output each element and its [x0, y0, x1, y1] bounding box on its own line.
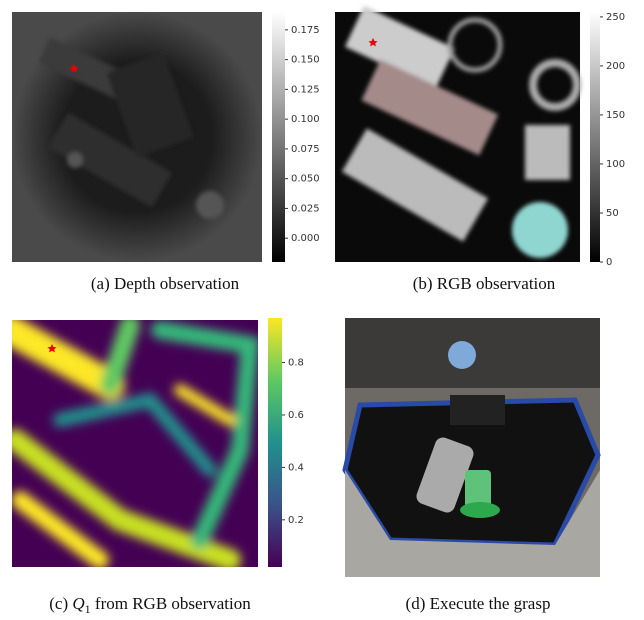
- colorbar-tick-label: 0.100: [291, 114, 320, 125]
- colorbar-tick-label: 0.125: [291, 84, 320, 95]
- caption-label: (a): [91, 274, 110, 293]
- colorbar-tick-label: 0.050: [291, 174, 320, 185]
- caption-label: (b): [413, 274, 433, 293]
- colorbar-tick-label: 100: [606, 159, 625, 170]
- depth-image: [12, 12, 262, 262]
- caption-b: (b) RGB observation: [413, 274, 556, 293]
- grasp-photo: [345, 318, 600, 577]
- colorbar-tick-label: 0.075: [291, 144, 320, 155]
- colorbar-tick-label: 0.4: [288, 462, 304, 473]
- colorbar-tick-label: 50: [606, 208, 619, 219]
- caption-text: from RGB observation: [95, 594, 251, 613]
- colorbar: [272, 12, 285, 262]
- caption-d: (d) Execute the grasp: [406, 594, 551, 613]
- q-map: [10, 320, 258, 567]
- colorbar-tick-label: 0.2: [288, 515, 304, 526]
- colorbar-tick-label: 0.8: [288, 358, 304, 369]
- colorbar-tick-label: 0.6: [288, 410, 304, 421]
- caption-label: (c): [49, 594, 68, 613]
- figure: (a) Depth observation (b) RGB observatio…: [0, 0, 644, 620]
- colorbar-tick-label: 250: [606, 12, 625, 23]
- caption-a: (a) Depth observation: [91, 274, 240, 293]
- caption-text: RGB observation: [437, 274, 556, 293]
- caption-label: (d): [406, 594, 426, 613]
- colorbar-tick-label: 200: [606, 61, 625, 72]
- rgb-image: [335, 6, 580, 262]
- caption-symbol: Q: [72, 594, 84, 613]
- colorbar-tick-label: 0.150: [291, 55, 320, 66]
- colorbar-tick-label: 150: [606, 110, 625, 121]
- caption-c: (c) Q1 from RGB observation: [49, 594, 251, 616]
- colorbar: [268, 318, 282, 567]
- colorbar-tick-label: 0.000: [291, 233, 320, 244]
- caption-text: Depth observation: [114, 274, 240, 293]
- caption-text: Execute the grasp: [430, 594, 551, 613]
- colorbar: [590, 12, 600, 262]
- colorbar-tick-label: 0: [606, 257, 612, 268]
- colorbar-tick-label: 0.175: [291, 25, 320, 36]
- colorbar-tick-label: 0.025: [291, 203, 320, 214]
